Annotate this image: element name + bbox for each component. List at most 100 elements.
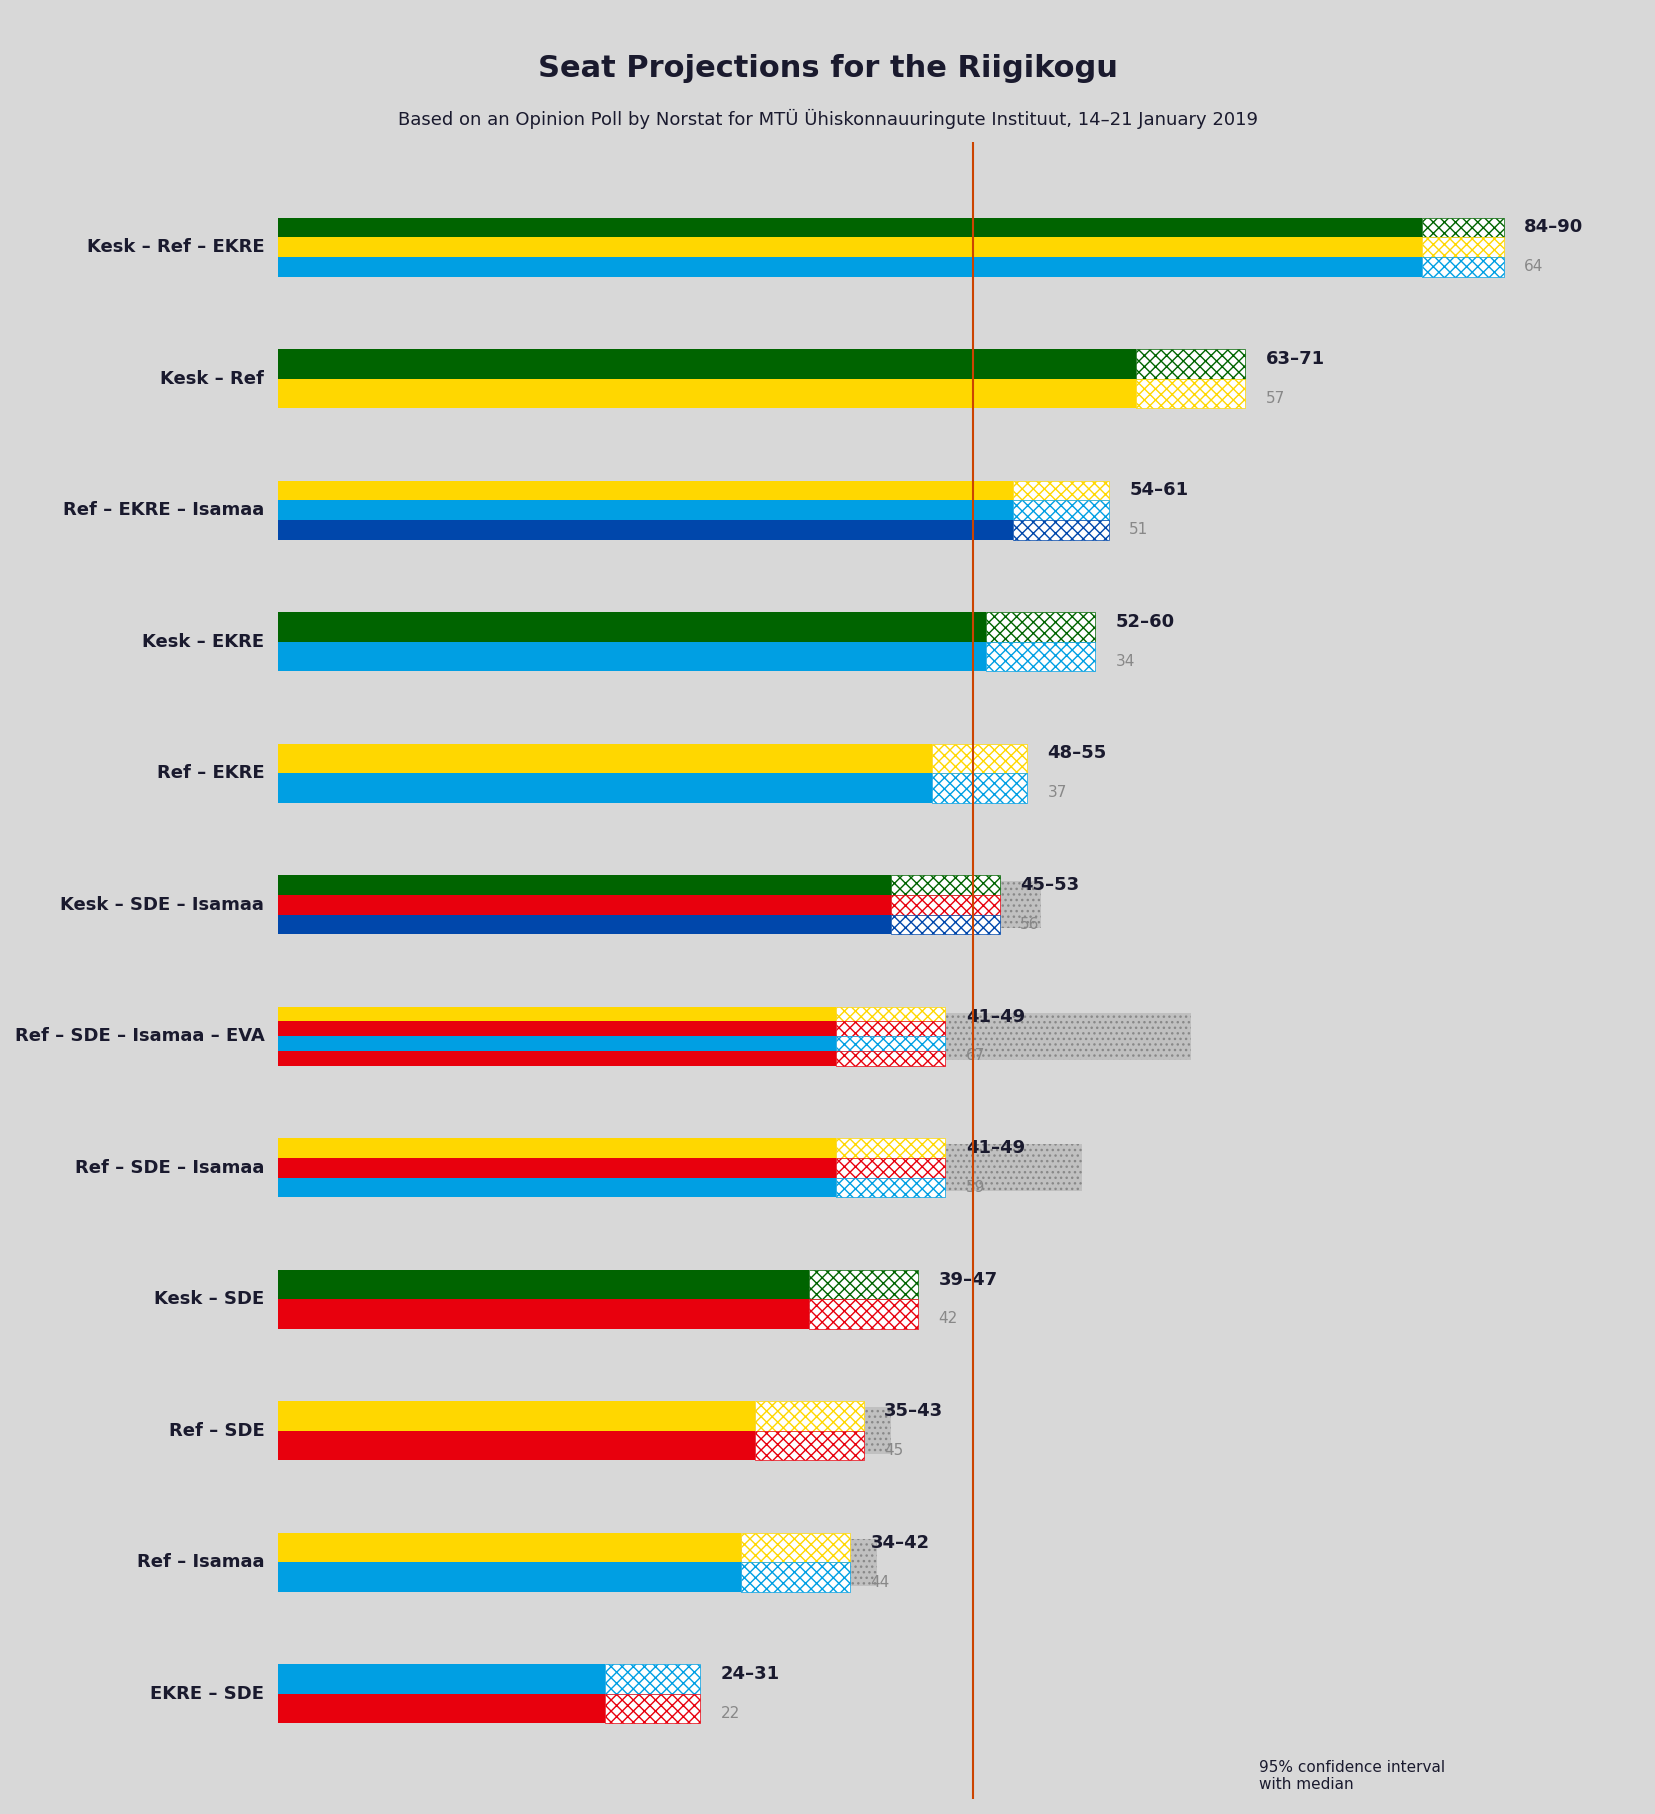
Bar [278,1694,604,1723]
Text: 59: 59 [967,1179,985,1195]
Bar [278,1050,836,1067]
Bar [278,1671,578,1718]
Bar [836,1007,945,1021]
Bar [604,1694,700,1723]
Bar [1013,501,1109,521]
Bar [1135,348,1245,379]
Text: 24–31: 24–31 [720,1665,780,1683]
Text: Kesk – Ref – EKRE: Kesk – Ref – EKRE [86,238,265,256]
Bar [278,914,890,934]
Bar [890,874,1000,894]
Bar [278,1400,755,1431]
Bar [278,1275,851,1322]
Bar [1013,521,1109,541]
Text: 34–42: 34–42 [871,1533,930,1551]
Bar [1422,218,1504,238]
Text: 48–55: 48–55 [1048,744,1107,762]
Bar [1135,379,1245,408]
Text: 41–49: 41–49 [967,1007,1024,1025]
Bar [278,1299,809,1330]
Text: 44: 44 [871,1575,890,1589]
Text: 56: 56 [1019,916,1039,932]
Bar [755,1400,864,1431]
Bar [278,1538,877,1585]
Bar [1422,258,1504,278]
Bar [278,1012,1190,1059]
Text: Kesk – Ref: Kesk – Ref [161,370,265,388]
Text: 63–71: 63–71 [1266,350,1324,368]
Text: Seat Projections for the Riigikogu: Seat Projections for the Riigikogu [538,54,1117,83]
Text: 41–49: 41–49 [967,1139,1024,1157]
Bar [986,642,1096,671]
Text: 35–43: 35–43 [884,1402,943,1420]
Bar [278,744,932,773]
Text: Kesk – SDE: Kesk – SDE [154,1290,265,1308]
Text: 57: 57 [1266,392,1284,406]
Bar [278,481,1013,501]
Text: Ref – SDE – Isamaa: Ref – SDE – Isamaa [74,1159,265,1177]
Text: 45–53: 45–53 [1019,876,1079,894]
Bar [278,1408,890,1455]
Bar [809,1299,919,1330]
Bar [755,1431,864,1460]
Bar [278,223,1150,270]
Bar [278,1012,1190,1059]
Bar [278,223,1150,270]
Bar [890,914,1000,934]
Text: 51: 51 [1129,522,1149,537]
Text: 84–90: 84–90 [1524,218,1584,236]
Bar [278,486,973,533]
Bar [836,1157,945,1177]
Bar [278,1533,741,1562]
Bar [278,1036,836,1050]
Bar [278,1663,604,1694]
Bar [278,1145,1082,1192]
Text: 64: 64 [1524,259,1544,274]
Bar [278,1275,851,1322]
Bar [278,1021,836,1036]
Bar [836,1137,945,1157]
Text: Ref – SDE: Ref – SDE [169,1422,265,1440]
Bar [278,1157,836,1177]
Bar [741,1562,851,1593]
Bar [836,1050,945,1067]
Bar [278,348,1135,379]
Text: 42: 42 [938,1312,958,1326]
Bar [278,882,1041,929]
Text: Ref – SDE – Isamaa – EVA: Ref – SDE – Isamaa – EVA [15,1027,265,1045]
Bar [836,1177,945,1197]
Text: 52–60: 52–60 [1115,613,1175,631]
Bar [278,238,1422,258]
Bar [278,1007,836,1021]
Bar [278,521,1013,541]
Text: 34: 34 [1115,653,1135,669]
Bar [278,882,1041,929]
Bar [278,218,1422,238]
Bar [278,356,1054,403]
Text: Kesk – SDE – Isamaa: Kesk – SDE – Isamaa [61,896,265,914]
Bar [278,1538,877,1585]
Bar [1013,481,1109,501]
Bar [278,611,986,642]
Text: 22: 22 [720,1705,740,1721]
Text: 39–47: 39–47 [938,1270,998,1288]
Bar [278,1431,755,1460]
Text: Kesk – EKRE: Kesk – EKRE [142,633,265,651]
Text: 54–61: 54–61 [1129,481,1188,499]
Text: Ref – EKRE – Isamaa: Ref – EKRE – Isamaa [63,501,265,519]
Bar [836,1021,945,1036]
Text: 37: 37 [1048,785,1067,800]
Bar [932,773,1028,804]
Bar [278,486,973,533]
Bar [741,1533,851,1562]
Bar [278,1270,809,1299]
Bar [809,1270,919,1299]
Bar [836,1036,945,1050]
Text: Based on an Opinion Poll by Norstat for MTÜ Ühiskonnauuringute Instituut, 14–21 : Based on an Opinion Poll by Norstat for … [397,109,1258,129]
Bar [278,1137,836,1157]
Bar [278,874,890,894]
Bar [278,501,1013,521]
Bar [278,356,1054,403]
Text: 45: 45 [884,1442,904,1458]
Bar [278,379,1135,408]
